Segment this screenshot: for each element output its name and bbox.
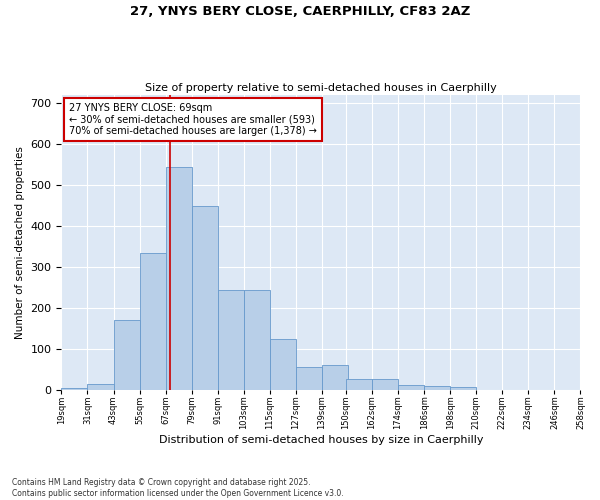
Text: 27 YNYS BERY CLOSE: 69sqm
← 30% of semi-detached houses are smaller (593)
70% of: 27 YNYS BERY CLOSE: 69sqm ← 30% of semi-… bbox=[69, 102, 317, 136]
Bar bbox=[322, 366, 348, 390]
Bar bbox=[192, 206, 218, 390]
Y-axis label: Number of semi-detached properties: Number of semi-detached properties bbox=[15, 146, 25, 339]
Bar bbox=[140, 253, 166, 390]
Bar bbox=[346, 378, 372, 390]
Text: 27, YNYS BERY CLOSE, CAERPHILLY, CF83 2AZ: 27, YNYS BERY CLOSE, CAERPHILLY, CF83 2A… bbox=[130, 5, 470, 18]
Title: Size of property relative to semi-detached houses in Caerphilly: Size of property relative to semi-detach… bbox=[145, 83, 497, 93]
Bar bbox=[424, 386, 450, 390]
Bar bbox=[270, 339, 296, 390]
Bar bbox=[218, 290, 244, 390]
Bar bbox=[296, 368, 322, 390]
Bar bbox=[166, 167, 192, 390]
Bar bbox=[398, 385, 424, 390]
Text: Contains HM Land Registry data © Crown copyright and database right 2025.
Contai: Contains HM Land Registry data © Crown c… bbox=[12, 478, 344, 498]
Bar bbox=[61, 388, 88, 390]
Bar bbox=[244, 290, 270, 390]
Bar bbox=[450, 386, 476, 390]
Bar bbox=[372, 378, 398, 390]
Bar bbox=[113, 320, 140, 390]
X-axis label: Distribution of semi-detached houses by size in Caerphilly: Distribution of semi-detached houses by … bbox=[159, 435, 483, 445]
Bar bbox=[88, 384, 113, 390]
